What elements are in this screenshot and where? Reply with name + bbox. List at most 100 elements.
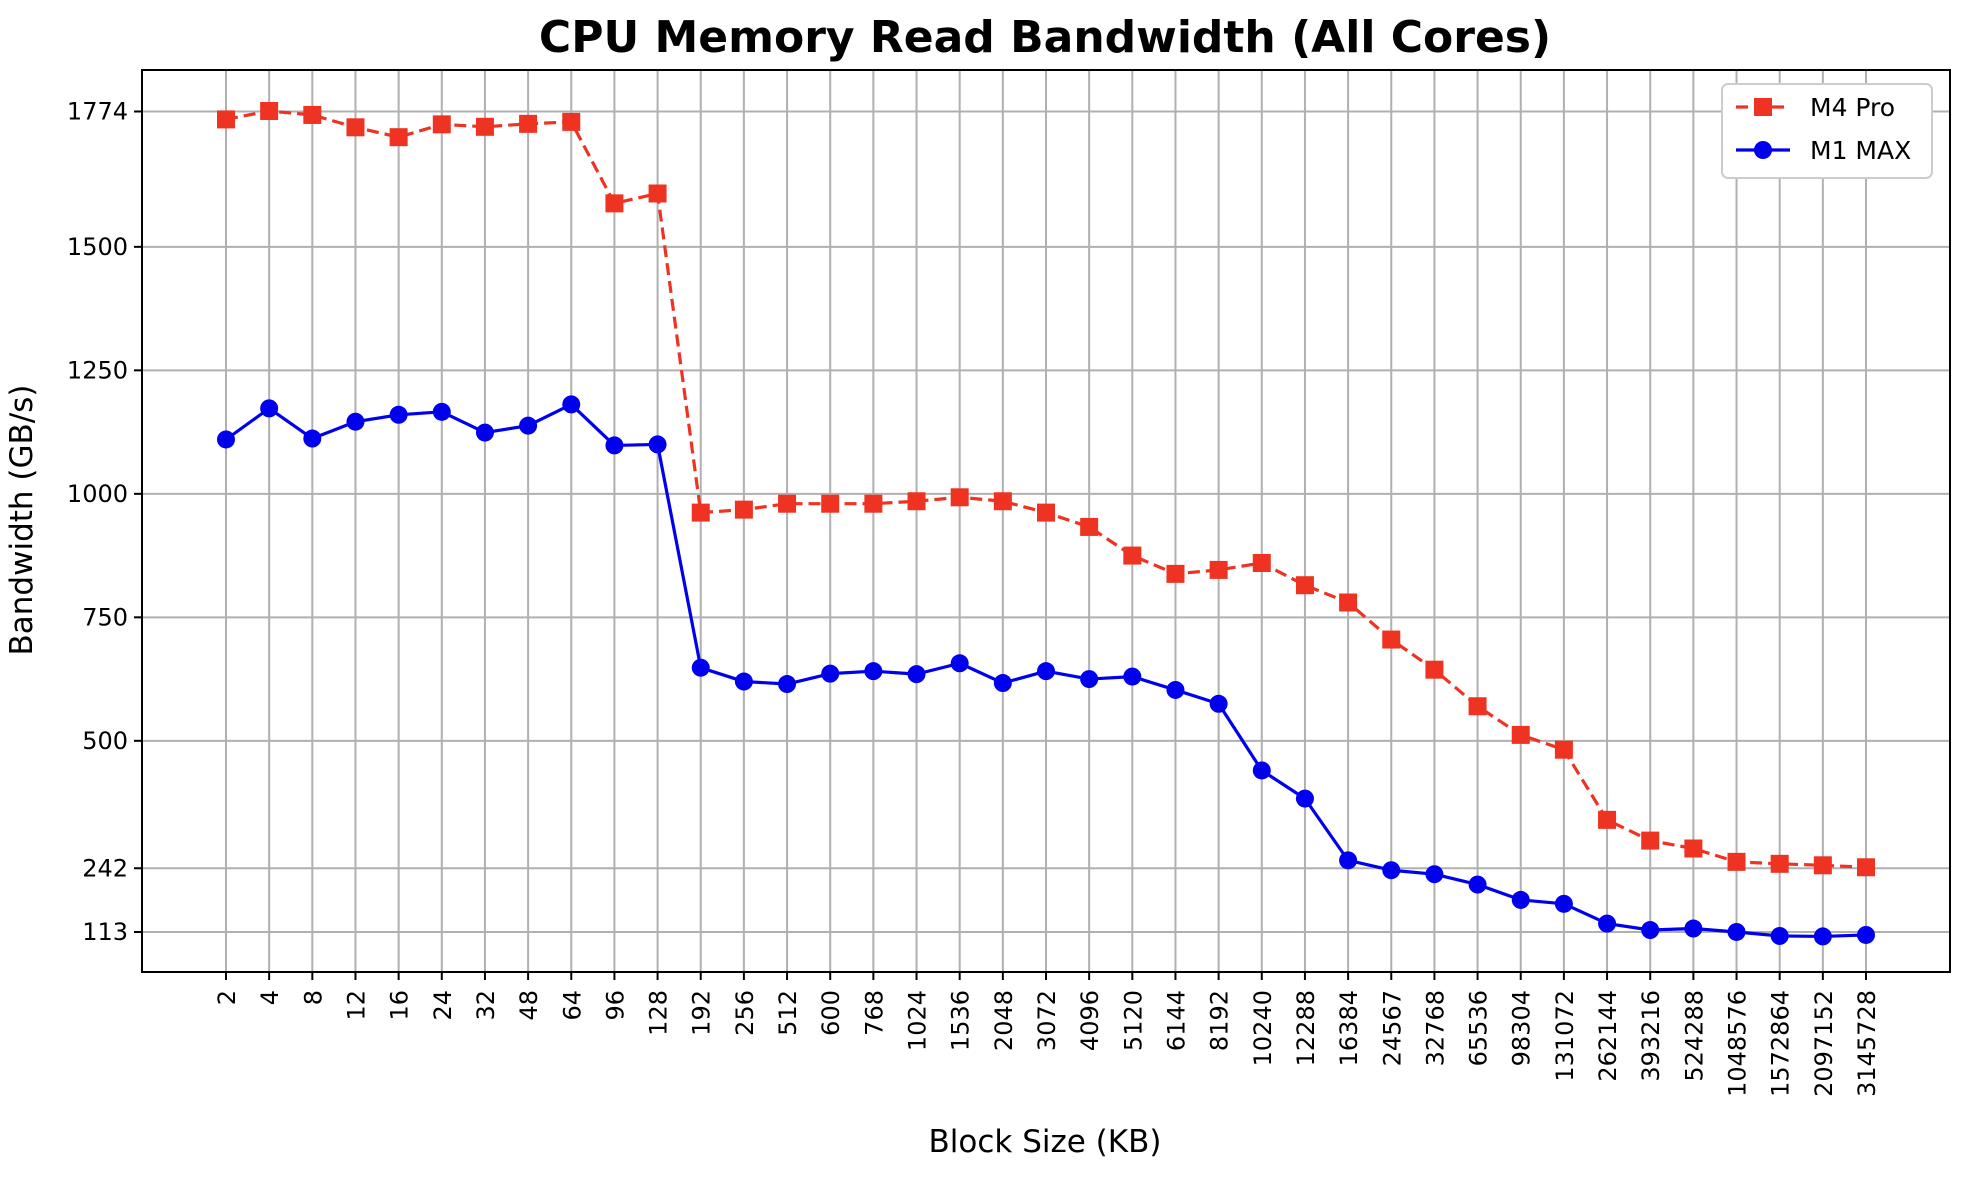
data-point-m1-max	[1252, 761, 1271, 780]
data-point-m4-pro	[648, 184, 667, 203]
data-point-m1-max	[346, 412, 365, 431]
x-tick-label: 4	[256, 990, 284, 1005]
x-tick-label: 12	[342, 990, 370, 1021]
legend-marker-m4-pro	[1754, 98, 1772, 116]
x-tick-label: 1572864	[1767, 990, 1795, 1097]
data-point-m1-max	[1037, 662, 1055, 681]
x-tick-label: 2097152	[1810, 990, 1838, 1097]
x-tick-label: 10240	[1249, 990, 1277, 1066]
data-point-m4-pro	[734, 500, 753, 519]
x-tick-label: 48	[515, 990, 543, 1021]
series-layer	[217, 102, 1875, 946]
x-tick-label: 600	[817, 990, 845, 1036]
data-point-m1-max	[303, 429, 322, 448]
x-tick-label: 8192	[1206, 990, 1234, 1051]
data-point-m4-pro	[217, 110, 235, 129]
data-point-m1-max	[217, 430, 235, 449]
x-tick-label: 24	[429, 990, 457, 1021]
data-point-m4-pro	[519, 114, 538, 133]
data-point-m1-max	[907, 665, 926, 684]
data-point-m1-max	[1468, 875, 1487, 894]
legend-label-m4-pro: M4 Pro	[1810, 93, 1895, 122]
data-point-m4-pro	[432, 115, 451, 134]
x-tick-label: 4096	[1076, 990, 1104, 1051]
x-tick-label: 24567	[1378, 990, 1406, 1066]
data-point-m1-max	[993, 674, 1012, 693]
data-point-m4-pro	[950, 488, 969, 507]
y-tick-label: 1774	[67, 97, 128, 125]
x-tick-label: 32	[472, 990, 500, 1021]
data-point-m1-max	[1123, 667, 1142, 686]
x-tick-label: 1048576	[1724, 990, 1752, 1097]
x-tick-label: 5120	[1119, 990, 1147, 1051]
data-point-m1-max	[1382, 861, 1401, 880]
data-point-m4-pro	[691, 503, 710, 522]
x-tick-label: 1536	[947, 990, 975, 1051]
x-tick-label: 2048	[990, 990, 1018, 1051]
x-tick-label: 512	[774, 990, 802, 1036]
data-point-m1-max	[1598, 914, 1617, 933]
data-point-m1-max	[1166, 680, 1185, 699]
data-point-m1-max	[950, 654, 969, 673]
data-point-m4-pro	[993, 492, 1012, 511]
data-point-m4-pro	[1554, 740, 1573, 759]
data-point-m1-max	[1080, 670, 1099, 689]
data-point-m4-pro	[1857, 858, 1875, 877]
data-point-m4-pro	[1252, 553, 1271, 572]
data-point-m4-pro	[1684, 839, 1703, 858]
data-point-m4-pro	[1209, 560, 1228, 579]
y-tick-label: 113	[82, 918, 128, 946]
data-point-m1-max	[1684, 919, 1703, 938]
data-point-m1-max	[778, 675, 797, 694]
data-point-m4-pro	[1813, 856, 1832, 875]
x-tick-label: 8	[299, 990, 327, 1005]
legend-marker-m1-max	[1754, 141, 1772, 159]
data-point-m1-max	[519, 416, 538, 435]
data-point-m4-pro	[864, 494, 883, 513]
y-tick-label: 750	[82, 603, 128, 631]
x-tick-label: 6144	[1162, 990, 1190, 1051]
x-tick-label: 32768	[1421, 990, 1449, 1066]
data-point-m4-pro	[475, 117, 494, 136]
data-point-m4-pro	[1770, 854, 1789, 873]
data-point-m4-pro	[1382, 630, 1401, 649]
data-point-m4-pro	[1425, 660, 1444, 679]
x-axis-label: Block Size (KB)	[929, 1124, 1162, 1160]
grid	[142, 70, 1950, 972]
data-point-m4-pro	[1166, 564, 1185, 583]
data-point-m4-pro	[605, 194, 624, 213]
data-point-m1-max	[1641, 921, 1660, 940]
y-tick-label: 1500	[67, 233, 128, 261]
x-tick-label: 3072	[1033, 990, 1061, 1051]
data-point-m4-pro	[1511, 725, 1530, 744]
x-tick-label: 192	[688, 990, 716, 1036]
data-point-m1-max	[1209, 694, 1228, 713]
data-point-m1-max	[605, 436, 624, 455]
data-point-m1-max	[1295, 789, 1314, 808]
data-point-m4-pro	[1641, 831, 1660, 850]
data-point-m1-max	[1813, 927, 1832, 946]
data-point-m4-pro	[346, 118, 365, 137]
data-point-m4-pro	[303, 105, 322, 124]
y-axis: 113 242 500 750 1000 1250 1500 1774	[67, 97, 142, 946]
data-point-m1-max	[821, 664, 840, 683]
x-tick-label: 16	[386, 990, 414, 1021]
x-tick-label: 1024	[904, 990, 932, 1051]
data-point-m4-pro	[1037, 503, 1055, 522]
data-point-m4-pro	[1598, 810, 1617, 829]
x-tick-label: 768	[860, 990, 888, 1036]
x-tick-label: 3145728	[1853, 990, 1881, 1097]
data-point-m1-max	[475, 423, 494, 442]
x-tick-label: 128	[645, 990, 673, 1036]
x-tick-label: 64	[558, 990, 586, 1021]
data-point-m1-max	[1727, 922, 1746, 941]
x-tick-label: 524288	[1680, 990, 1708, 1082]
data-point-m1-max	[648, 435, 667, 454]
x-tick-label: 256	[731, 990, 759, 1036]
data-point-m4-pro	[821, 494, 840, 513]
y-tick-label: 500	[82, 727, 128, 755]
data-point-m4-pro	[389, 128, 408, 147]
y-tick-label: 242	[82, 854, 128, 882]
data-point-m1-max	[1511, 890, 1530, 909]
